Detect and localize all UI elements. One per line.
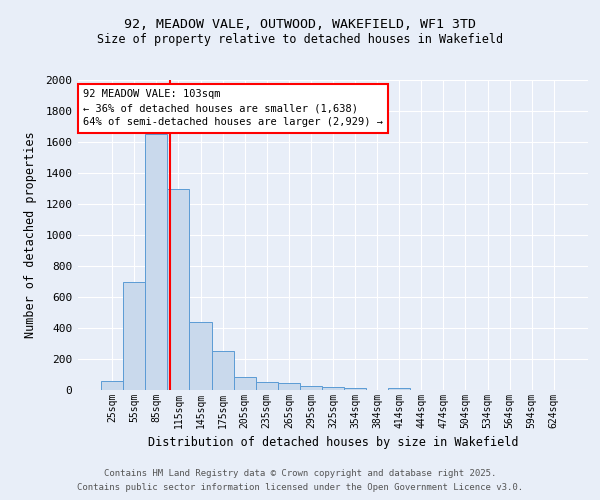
- Bar: [233, 377, 256, 390]
- Text: Size of property relative to detached houses in Wakefield: Size of property relative to detached ho…: [97, 32, 503, 46]
- Text: 92, MEADOW VALE, OUTWOOD, WAKEFIELD, WF1 3TD: 92, MEADOW VALE, OUTWOOD, WAKEFIELD, WF1…: [124, 18, 476, 30]
- Bar: [388, 388, 410, 390]
- Bar: [101, 382, 123, 390]
- X-axis label: Distribution of detached houses by size in Wakefield: Distribution of detached houses by size …: [148, 436, 518, 450]
- Text: Contains HM Land Registry data © Crown copyright and database right 2025.: Contains HM Land Registry data © Crown c…: [104, 468, 496, 477]
- Bar: [167, 188, 190, 390]
- Bar: [256, 382, 278, 390]
- Text: 92 MEADOW VALE: 103sqm
← 36% of detached houses are smaller (1,638)
64% of semi-: 92 MEADOW VALE: 103sqm ← 36% of detached…: [83, 90, 383, 128]
- Bar: [322, 387, 344, 390]
- Y-axis label: Number of detached properties: Number of detached properties: [24, 132, 37, 338]
- Bar: [278, 383, 300, 390]
- Bar: [190, 322, 212, 390]
- Text: Contains public sector information licensed under the Open Government Licence v3: Contains public sector information licen…: [77, 484, 523, 492]
- Bar: [145, 134, 167, 390]
- Bar: [212, 351, 233, 390]
- Bar: [344, 388, 366, 390]
- Bar: [123, 282, 145, 390]
- Bar: [300, 386, 322, 390]
